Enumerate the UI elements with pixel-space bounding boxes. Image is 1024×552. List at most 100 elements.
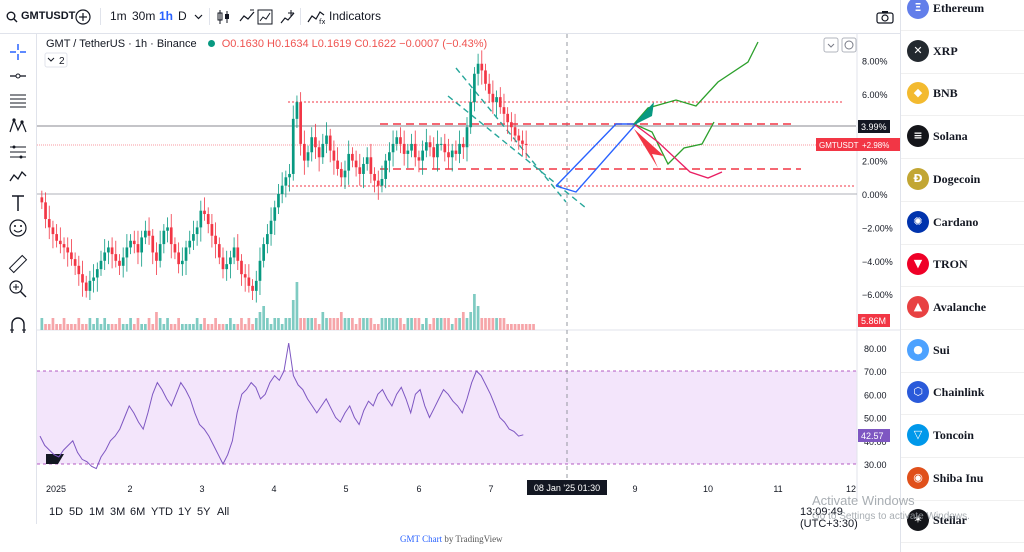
candle-body [188, 240, 192, 248]
volume-bar [513, 324, 517, 330]
candles-icon[interactable] [216, 0, 232, 33]
volume-bar [210, 324, 214, 330]
interval-30m[interactable]: 30m [132, 9, 156, 23]
candle-body [347, 153, 351, 171]
range-1d[interactable]: 1D [49, 506, 64, 518]
ruler-icon[interactable] [8, 254, 28, 274]
range-6m[interactable]: 6M [130, 506, 146, 518]
candle-body [432, 147, 436, 158]
chart-type-icon[interactable] [257, 0, 273, 33]
pattern-icon[interactable] [8, 116, 28, 136]
range-ytd[interactable]: YTD [151, 506, 173, 518]
candle-body [169, 227, 173, 245]
volume-bar [362, 318, 365, 330]
volume-bar [162, 324, 166, 330]
scroll-down-icon[interactable] [823, 37, 839, 53]
windows-watermark-subtitle: Go to Settings to activate Windows. [812, 511, 970, 522]
coin-name: Chainlink [933, 385, 985, 400]
coin-item[interactable]: ▼ TRON [901, 244, 1024, 288]
range-all[interactable]: All [217, 506, 230, 518]
price-chart[interactable]: 8.00%6.00%4.00%2.00%0.00%−2.00%−4.00%−6.… [36, 34, 900, 500]
credit-link[interactable]: GMT Chart [400, 534, 443, 544]
candle-body [162, 230, 166, 245]
candle-body [214, 235, 217, 245]
add-symbol-icon[interactable] [75, 0, 91, 33]
fib-icon[interactable] [8, 91, 28, 111]
coin-item[interactable]: ≡ Solana [901, 116, 1024, 160]
rsi-band [37, 371, 857, 464]
candle-body [447, 152, 450, 158]
range-3m[interactable]: 3M [110, 506, 126, 518]
legend-symbol-title[interactable]: GMT / TetherUS · 1h · Binance [46, 38, 197, 50]
collapse-toggle[interactable] [44, 52, 68, 68]
candle-body [144, 230, 147, 238]
volume-bar [47, 324, 51, 330]
interval-1h[interactable]: 1h [159, 9, 174, 23]
time-tick: 5 [343, 484, 348, 494]
volume-bar [70, 324, 73, 330]
range-1y[interactable]: 1Y [178, 506, 192, 518]
forecast-icon[interactable] [8, 142, 28, 162]
compare-icon[interactable] [239, 0, 255, 33]
range-5y[interactable]: 5Y [197, 506, 211, 518]
coin-logo-icon: ◉ [907, 466, 929, 489]
coin-item[interactable]: ◉ Shiba Inu [901, 458, 1024, 501]
volume-bar [66, 324, 70, 330]
camera-icon[interactable] [876, 0, 894, 33]
volume-bar [103, 318, 107, 330]
fullscreen-icon[interactable] [841, 37, 857, 53]
collapse-count: 2 [59, 56, 65, 67]
candle-body [454, 150, 458, 154]
trend-line-icon[interactable] [8, 66, 28, 86]
coin-item[interactable]: ▽ Toncoin [901, 415, 1024, 458]
interval-d[interactable]: D [178, 9, 187, 23]
volume-bar [528, 324, 532, 330]
volume-bar [510, 324, 513, 330]
coin-list: Ξ Ethereum ✕ XRP ◆ BNB ≡ Solana Ð Dogecoin ✺ Cardan… [900, 0, 1024, 552]
candle-body [506, 113, 510, 123]
candle-body [103, 252, 107, 261]
candle-body [502, 107, 506, 114]
zoom-in-icon[interactable] [8, 279, 28, 299]
volume-bar [92, 324, 95, 330]
candle-body [417, 157, 421, 161]
coin-item[interactable]: ▲ Avalanche [901, 287, 1024, 330]
coin-item[interactable]: ⬡ Chainlink [901, 372, 1024, 416]
indicators-button[interactable]: fx [307, 0, 326, 33]
clock[interactable]: 13:09:49 (UTC+3:30) [800, 506, 858, 530]
rsi-tick: 80.00 [864, 344, 887, 354]
range-1m[interactable]: 1M [89, 506, 105, 518]
coin-logo-icon: ✺ [907, 210, 929, 233]
add-compare-icon[interactable] [280, 0, 296, 33]
coin-item[interactable]: Ξ Ethereum [901, 0, 1024, 31]
candle-body [291, 118, 295, 174]
coin-item[interactable]: ✕ XRP [901, 31, 1024, 74]
coin-item[interactable]: Ð Dogecoin [901, 159, 1024, 202]
symbol-search[interactable]: GMTUSDT [21, 10, 76, 22]
coin-item[interactable]: ✶ Stellar [901, 500, 1024, 544]
volume-label: 5.86M [861, 316, 886, 326]
candle-body [461, 143, 465, 148]
coin-item[interactable]: ● Sui [901, 330, 1024, 373]
emoji-icon[interactable] [8, 218, 28, 238]
indicators-label[interactable]: Indicators [329, 9, 382, 23]
volume-bar [402, 324, 406, 330]
candle-body [217, 244, 221, 258]
brush-icon[interactable] [8, 167, 28, 187]
search-icon[interactable] [6, 0, 18, 33]
coin-logo-icon: ✶ [907, 509, 929, 532]
candle-body [125, 247, 129, 258]
magnet-icon[interactable] [8, 315, 28, 335]
volume-bar [81, 324, 84, 330]
coin-item[interactable]: ◆ BNB [901, 73, 1024, 117]
volume-bar [291, 300, 295, 330]
candle-body [450, 150, 454, 158]
interval-1m[interactable]: 1m [110, 9, 127, 23]
candle-body [158, 244, 162, 261]
volume-bar [332, 318, 336, 330]
coin-item[interactable]: ✺ Cardano [901, 202, 1024, 245]
crosshair-icon[interactable] [8, 42, 28, 62]
chevron-down-icon[interactable] [194, 0, 203, 33]
text-icon[interactable] [8, 193, 28, 213]
range-5d[interactable]: 5D [69, 506, 84, 518]
